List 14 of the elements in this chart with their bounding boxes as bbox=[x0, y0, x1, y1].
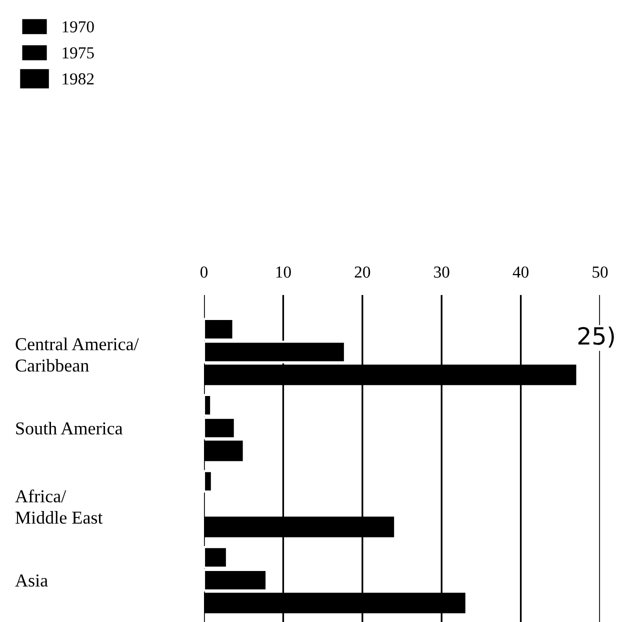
x-tick-label: 30 bbox=[434, 266, 450, 278]
y-tick-label: South America bbox=[16, 422, 123, 435]
x-tick-label: 50 bbox=[592, 266, 608, 278]
legend-label: 1982 bbox=[62, 73, 94, 85]
legend-label: 1970 bbox=[62, 21, 94, 32]
x-tick-label: 40 bbox=[512, 266, 528, 278]
legend-label: 1975 bbox=[62, 47, 94, 58]
annotation: 25) bbox=[578, 326, 614, 348]
y-tick-label: Africa/ Middle East bbox=[15, 489, 103, 524]
y-tick-label: Asia bbox=[15, 574, 48, 587]
x-tick-label: 0 bbox=[200, 266, 208, 278]
y-tick-label: Central America/ Caribbean bbox=[16, 338, 139, 372]
x-tick-label: 20 bbox=[354, 266, 370, 278]
x-tick-label: 10 bbox=[276, 266, 291, 278]
